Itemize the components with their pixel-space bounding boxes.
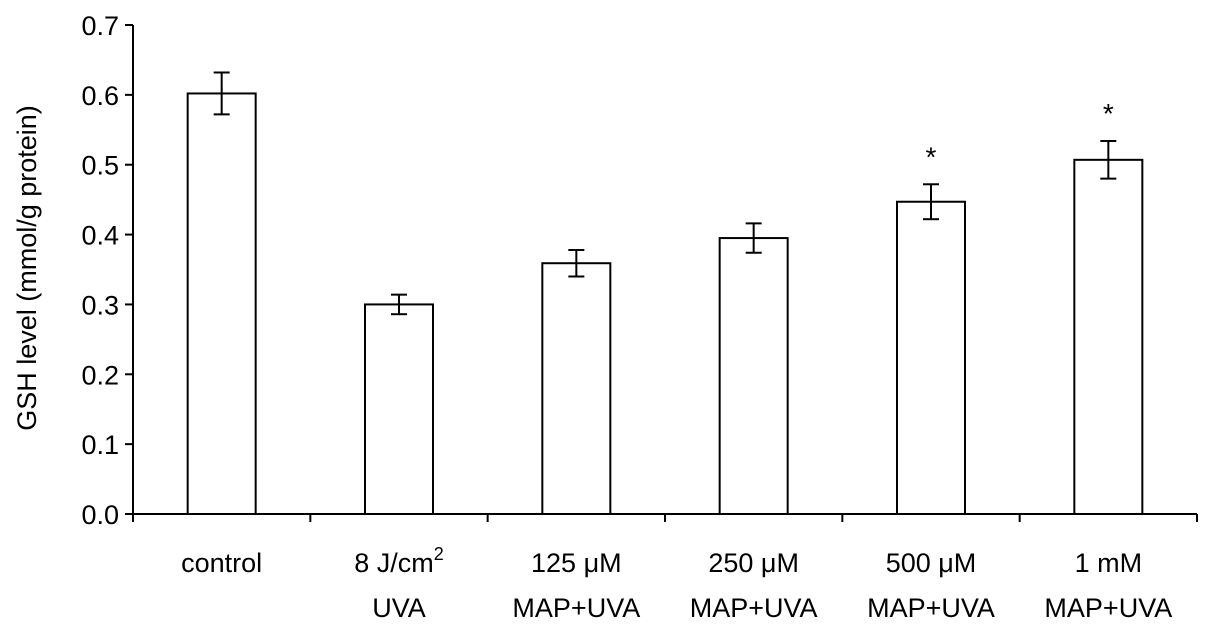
y-tick-label: 0.2: [81, 360, 119, 390]
bar: [1073, 158, 1144, 515]
significance-marker: *: [1103, 98, 1114, 129]
x-tick-label: 250 μM: [708, 548, 799, 578]
x-tick-label: MAP+UVA: [690, 593, 818, 623]
y-axis-label: GSH level (mmol/g protein): [12, 105, 42, 431]
x-tick-label: 125 μM: [531, 548, 622, 578]
bar: [718, 237, 789, 515]
bar: [186, 92, 257, 516]
x-tick-label: 8 J/cm2: [354, 544, 444, 578]
x-tick-label: UVA: [372, 593, 426, 623]
y-axis: 0.0 0.1 0.2 0.3 0.4 0.5 0.6 0.7: [81, 11, 134, 530]
x-axis: control 8 J/cm2 UVA 125 μM MAP+UVA 250 μM MAP+…: [132, 513, 1198, 623]
x-tick-label: 500 μM: [886, 548, 977, 578]
y-tick-label: 0.3: [81, 290, 119, 320]
x-tick-label: MAP+UVA: [1044, 593, 1172, 623]
y-tick-label: 0.5: [81, 151, 119, 181]
x-tick-label: MAP+UVA: [512, 593, 640, 623]
x-tick-label: 1 mM: [1075, 548, 1143, 578]
y-tick-label: 0.7: [81, 11, 119, 41]
y-tick-label: 0.4: [81, 221, 119, 251]
x-tick-label: control: [181, 548, 262, 578]
bar: [896, 200, 966, 515]
y-tick-label: 0.0: [81, 500, 119, 530]
bar: [541, 262, 612, 515]
x-tick-label: MAP+UVA: [867, 593, 995, 623]
y-tick-label: 0.1: [81, 430, 119, 460]
significance-marker: *: [926, 141, 937, 172]
y-tick-label: 0.6: [81, 81, 119, 111]
bars: **: [186, 71, 1144, 516]
bar: [364, 303, 434, 515]
